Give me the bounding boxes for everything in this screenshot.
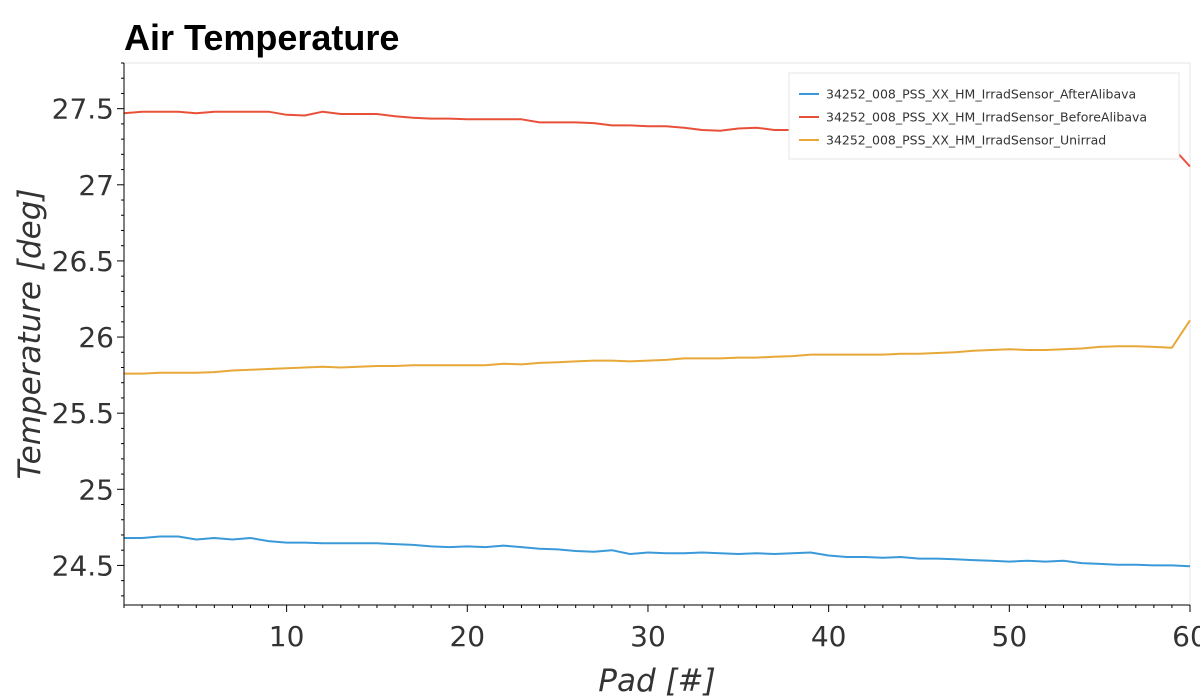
legend-box [788,72,1180,160]
x-tick-label: 50 [992,620,1028,653]
chart-title: Air Temperature [124,17,399,58]
x-tick-label: 60 [1172,620,1200,653]
x-tick-label: 20 [449,620,485,653]
x-axis-label: Pad [#] [598,663,715,699]
y-tick-label: 24.5 [52,549,114,582]
x-tick-label: 30 [630,620,666,653]
y-tick-label: 25 [78,473,114,506]
legend-label: 34252_008_PSS_XX_HM_IrradSensor_AfterAli… [826,87,1136,102]
series-line-1 [124,535,1191,568]
y-axis-label: Temperature [deg] [12,189,48,480]
y-ticks: 24.5 25 25.5 26 26.5 27 27.5 [52,62,124,597]
legend-label: 34252_008_PSS_XX_HM_IrradSensor_BeforeAl… [826,110,1147,125]
x-tick-label: 10 [269,620,305,653]
x-ticks: 10 20 30 40 50 60 [123,605,1200,653]
y-tick-label: 26 [78,321,114,354]
y-tick-label: 25.5 [52,397,114,430]
y-tick-label: 27.5 [52,93,114,126]
y-tick-label: 27 [78,169,114,202]
legend-label: 34252_008_PSS_XX_HM_IrradSensor_Unirrad [826,133,1106,148]
legend[interactable]: 34252_008_PSS_XX_HM_IrradSensor_AfterAli… [788,72,1180,160]
series-line-3 [124,319,1191,375]
x-tick-label: 40 [811,620,847,653]
y-tick-label: 26.5 [52,245,114,278]
